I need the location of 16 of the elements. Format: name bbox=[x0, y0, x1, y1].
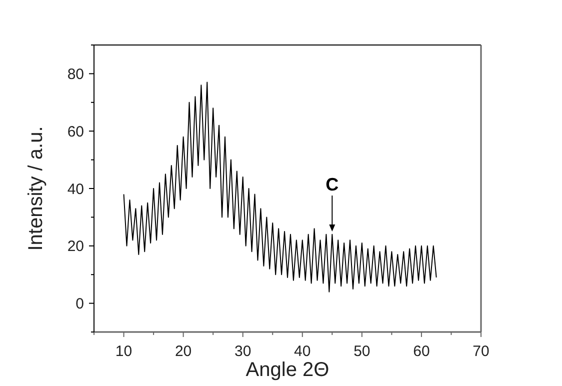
x-tick-label: 40 bbox=[294, 343, 311, 360]
y-tick-label: 40 bbox=[67, 180, 84, 198]
y-tick-label: 20 bbox=[67, 238, 84, 256]
y-tick-label: 60 bbox=[67, 123, 84, 140]
y-axis-title: Intensity / a.u. bbox=[25, 126, 47, 251]
x-tick-label: 70 bbox=[472, 343, 490, 360]
annotation: C bbox=[326, 174, 339, 195]
x-tick-label: 30 bbox=[234, 343, 252, 360]
x-tick-label: 60 bbox=[413, 343, 430, 360]
x-tick-label: 10 bbox=[115, 343, 132, 360]
y-tick-label: 80 bbox=[67, 66, 84, 83]
line-series bbox=[123, 82, 437, 292]
x-axis-title: Angle 2Θ bbox=[246, 359, 330, 381]
x-tick-label: 20 bbox=[174, 343, 192, 360]
y-tick-label: 0 bbox=[76, 296, 84, 313]
x-tick-label: 50 bbox=[354, 343, 370, 360]
